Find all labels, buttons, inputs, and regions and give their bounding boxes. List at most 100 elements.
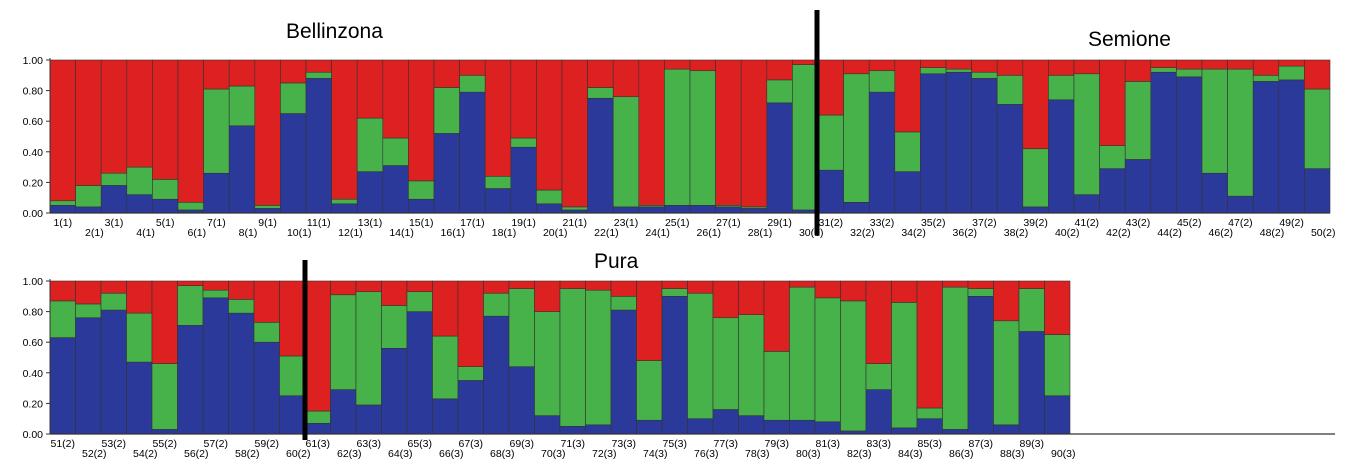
x-tick-label: 28(1) [748, 227, 773, 239]
x-tick-label: 1(1) [53, 217, 72, 229]
bar-segment-cluster1 [993, 424, 1020, 435]
bar-segment-cluster1 [1176, 76, 1203, 214]
bottom-panel: 0.00 0.20 0.40 0.60 0.80 1.00 51(2) 52(2)53(2) 5… [23, 260, 1335, 460]
bar-segment-cluster3 [996, 59, 1024, 76]
x-tick-label: 68(3) [490, 448, 515, 460]
bar-segment-cluster1 [126, 361, 153, 435]
x-tick-label: 78(3) [745, 448, 770, 460]
bar-segment-cluster3 [971, 59, 998, 73]
bar-segment-cluster1 [1278, 79, 1305, 214]
y-tick-label: 0.40 [23, 368, 44, 380]
bar-segment-cluster3 [661, 280, 688, 289]
bar-segment-cluster3 [868, 59, 896, 72]
bar-segment-cluster3 [738, 280, 765, 315]
bar-segment-cluster1 [967, 295, 994, 435]
bar-segment-cluster2 [304, 410, 331, 424]
bar-segment-cluster3 [355, 280, 382, 293]
bar-segment-cluster1 [587, 97, 614, 214]
x-tick-label: 2(1) [85, 227, 104, 239]
bar-segment-cluster2 [712, 317, 739, 410]
x-tick-label: 83(3) [866, 438, 891, 450]
bar-segment-cluster1 [203, 172, 230, 214]
bar-segment-cluster2 [561, 206, 588, 211]
bar-segment-cluster2 [484, 175, 512, 189]
x-tick-label: 23(1) [614, 217, 639, 229]
x-tick-label: 56(2) [184, 448, 209, 460]
bar-segment-cluster2 [202, 289, 229, 299]
x-tick-label: 5(1) [156, 217, 175, 229]
bar-segment-cluster3 [126, 280, 153, 314]
x-tick-label: 11(1) [307, 217, 331, 229]
x-tick-label: 75(3) [662, 438, 687, 450]
bar-segment-cluster1 [100, 185, 128, 214]
x-tick-label: 57(2) [203, 438, 228, 450]
y-tick-label: 0.00 [23, 208, 44, 220]
x-tick-label: 38(2) [1004, 227, 1029, 239]
bar-segment-cluster2 [1304, 88, 1331, 169]
bar-segment-cluster1 [408, 198, 435, 214]
x-tick-label: 14(1) [389, 227, 414, 239]
bar-segment-cluster3 [689, 59, 716, 72]
bar-segment-cluster3 [967, 280, 994, 289]
bar-segment-cluster2 [559, 288, 586, 427]
x-tick-label: 13(1) [358, 217, 383, 229]
bar-segment-cluster1 [636, 419, 663, 435]
bar-segment-cluster1 [228, 312, 255, 435]
bar-segment-cluster2 [1073, 73, 1100, 195]
x-tick-label: 58(2) [235, 448, 260, 460]
bar-segment-cluster2 [967, 288, 994, 297]
bar-segment-cluster1 [817, 169, 844, 214]
bar-segment-cluster1 [664, 205, 691, 214]
bar-segment-cluster1 [432, 398, 459, 435]
bar-segment-cluster3 [408, 59, 435, 182]
x-tick-label: 3(1) [105, 217, 124, 229]
x-tick-label: 19(1) [511, 217, 536, 229]
x-tick-label: 69(3) [509, 438, 534, 450]
bar-segment-cluster2 [1124, 81, 1152, 160]
bar-segment-cluster1 [687, 418, 714, 435]
bar-segment-cluster2 [610, 295, 637, 311]
bar-segment-cluster2 [894, 131, 921, 172]
bar-segment-cluster1 [381, 348, 408, 435]
bar-segment-cluster2 [840, 300, 867, 432]
bar-segment-cluster3 [228, 280, 255, 300]
bar-segment-cluster3 [203, 59, 230, 90]
bar-segment-cluster3 [1018, 280, 1045, 289]
x-tick-label: 67(3) [458, 438, 483, 450]
bar-segment-cluster2 [868, 70, 896, 93]
bar-segment-cluster1 [868, 91, 896, 214]
bar-segment-cluster3 [305, 59, 332, 73]
bar-segment-cluster2 [356, 117, 384, 172]
bar-segment-cluster1 [254, 208, 281, 214]
bar-segment-cluster1 [1099, 168, 1126, 214]
x-tick-label: 54(2) [133, 448, 158, 460]
bar-segment-cluster2 [891, 302, 918, 429]
y-tick-label: 0.20 [23, 398, 44, 410]
x-tick-label: 52(2) [82, 448, 107, 460]
population-label-pura: Pura [594, 250, 639, 273]
x-tick-label: 48(2) [1260, 227, 1285, 239]
bar-segment-cluster1 [253, 341, 280, 435]
x-tick-label: 51(2) [50, 438, 75, 450]
bar-segment-cluster2 [228, 299, 255, 314]
bar-segment-cluster3 [1252, 59, 1280, 76]
x-tick-label: 79(3) [764, 438, 789, 450]
bar-segment-cluster2 [381, 305, 408, 349]
x-tick-label: 29(1) [767, 217, 792, 229]
y-tick-label: 0.60 [23, 337, 44, 349]
bar-segment-cluster2 [483, 292, 510, 317]
bar-segment-cluster3 [587, 59, 614, 88]
bar-segment-cluster1 [1227, 195, 1254, 214]
x-tick-label: 64(3) [388, 448, 413, 460]
bar-segment-cluster2 [279, 355, 306, 397]
bar-segment-cluster3 [484, 59, 512, 177]
bar-segment-cluster1 [279, 395, 306, 435]
bar-segment-cluster3 [228, 59, 256, 87]
bar-segment-cluster3 [457, 280, 484, 367]
bar-segment-cluster1 [1018, 331, 1045, 435]
bar-segment-cluster2 [814, 297, 841, 423]
bar-segment-cluster1 [996, 104, 1024, 214]
bar-segment-cluster3 [942, 280, 969, 288]
x-tick-label: 6(1) [187, 227, 206, 239]
